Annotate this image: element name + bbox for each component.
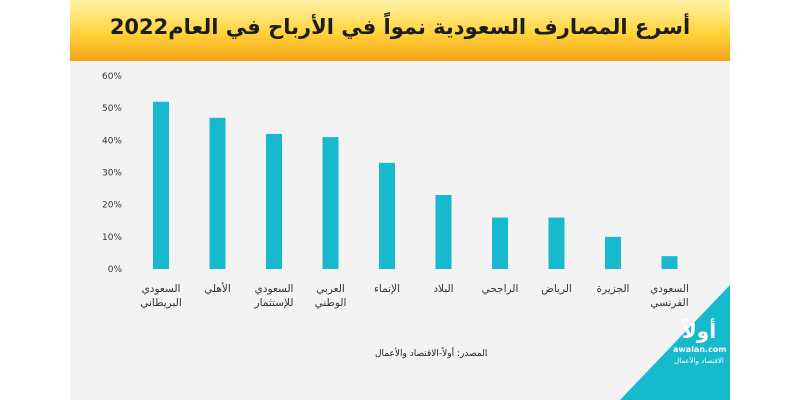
source-note: المصدر: أولاً-الاقتصاد والأعمال xyxy=(375,349,488,359)
x-tick-label: الأهلي xyxy=(204,282,231,295)
bar xyxy=(379,162,395,269)
x-tick-label: الإنماء xyxy=(374,283,400,295)
bar xyxy=(322,137,339,269)
corner-decoration xyxy=(620,285,730,400)
bar-chart: 0% 10% 20% 30% 40% 50% 60% السعودي البريطاني الأ… xyxy=(102,72,689,309)
logo-mark: أولاً xyxy=(681,319,717,343)
bar xyxy=(492,217,508,269)
title-bar: أسرع المصارف السعودية نمواً في الأرباح ف… xyxy=(70,0,730,61)
chart-title: أسرع المصارف السعودية نمواً في الأرباح ف… xyxy=(109,15,691,39)
bar xyxy=(605,236,621,269)
bars xyxy=(153,101,678,269)
y-tick-label: 40% xyxy=(102,136,122,146)
logo-tagline: الاقتصاد والأعمال xyxy=(674,357,724,365)
y-tick-label: 60% xyxy=(102,72,122,82)
bar xyxy=(209,117,226,269)
y-tick-label: 30% xyxy=(102,169,122,179)
bar xyxy=(548,217,565,269)
chart-frame: أسرع المصارف السعودية نمواً في الأرباح ف… xyxy=(70,0,730,400)
y-tick-label: 50% xyxy=(102,104,122,114)
bar xyxy=(435,195,452,269)
y-axis: 0% 10% 20% 30% 40% 50% 60% xyxy=(102,72,122,275)
bar xyxy=(266,133,282,269)
y-tick-label: 10% xyxy=(102,233,122,243)
bar xyxy=(661,256,678,269)
x-tick-label: البلاد xyxy=(433,283,453,295)
x-tick-label: السعودي البريطاني xyxy=(140,283,182,309)
bar xyxy=(153,101,169,269)
logo-url: awalan.com xyxy=(673,345,727,354)
brand-logo: أولاً awalan.com الاقتصاد والأعمال xyxy=(673,318,727,366)
x-tick-label: العربي الوطني xyxy=(315,283,347,309)
x-axis-labels: السعودي البريطاني الأهلي السعودي للإستثمار ال… xyxy=(140,282,689,309)
y-tick-label: 0% xyxy=(108,265,123,275)
x-tick-label: السعودي للإستثمار xyxy=(254,283,294,309)
x-tick-label: الرياض xyxy=(541,283,572,295)
y-tick-label: 20% xyxy=(102,201,122,211)
x-tick-label: الراجحي xyxy=(482,283,519,295)
